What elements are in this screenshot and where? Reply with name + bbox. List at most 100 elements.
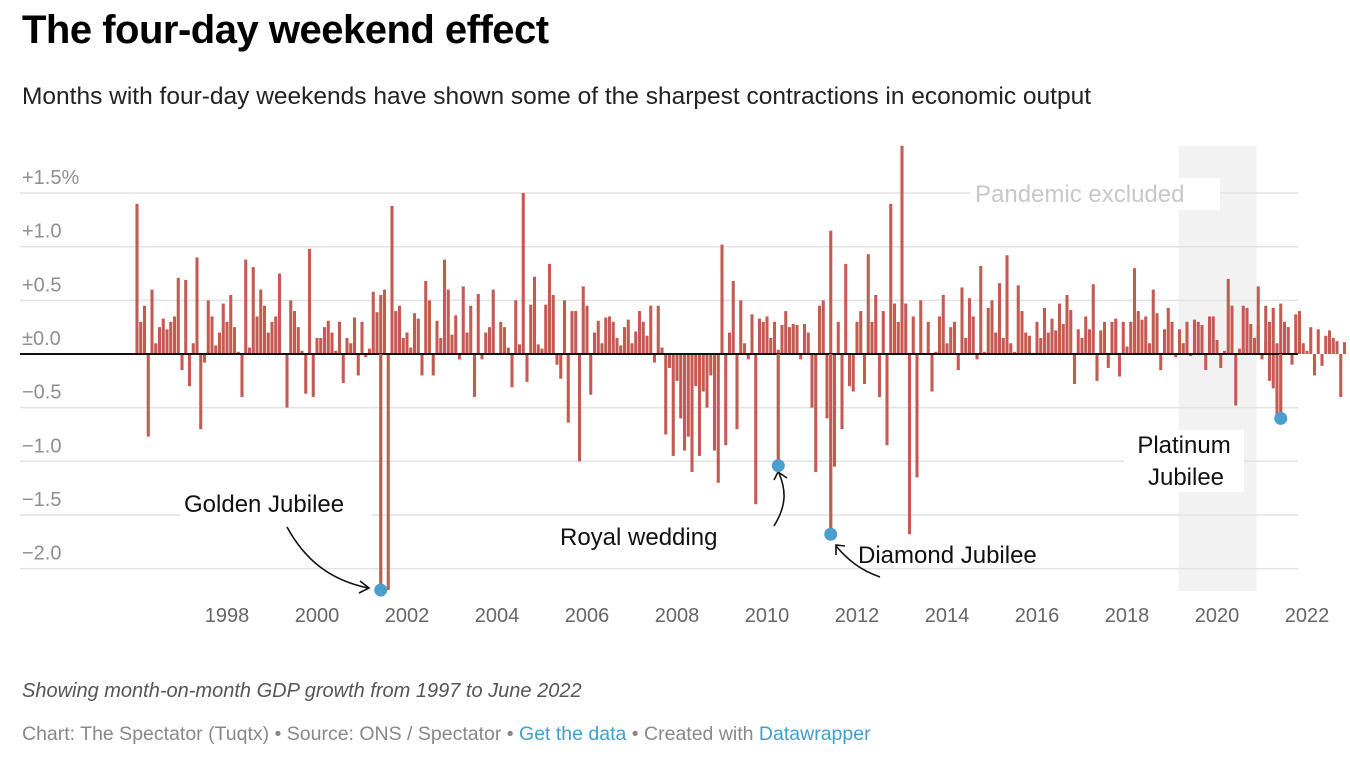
bar: [1312, 354, 1317, 376]
bar: [900, 145, 904, 354]
annotation-platinum-jubilee-line2: Jubilee: [1148, 464, 1224, 491]
chart-byline: Chart: The Spectator (Tuqtx) • Source: O…: [22, 723, 871, 746]
bar: [802, 323, 807, 354]
bar: [142, 305, 147, 354]
y-tick-label: +1.0: [22, 221, 61, 243]
bar: [555, 354, 559, 365]
bar: [607, 316, 612, 354]
bar: [165, 329, 169, 354]
datawrapper-link[interactable]: Datawrapper: [758, 723, 871, 745]
bar: [315, 337, 319, 354]
bar: [750, 314, 754, 354]
bar: [859, 311, 863, 354]
bar: [405, 332, 409, 354]
bar: [409, 347, 413, 354]
highlight-dot: [771, 459, 785, 473]
bar: [731, 281, 735, 354]
bar: [1237, 348, 1242, 354]
bar: [1162, 329, 1167, 354]
bar: [712, 354, 717, 451]
bar: [1091, 284, 1095, 354]
bar: [701, 354, 705, 392]
bar: [847, 354, 852, 387]
bar: [191, 343, 195, 354]
bar: [1267, 321, 1272, 354]
bar: [304, 354, 308, 394]
bar: [780, 325, 784, 354]
bar: [1087, 329, 1092, 354]
bar: [1275, 343, 1279, 354]
bar: [825, 354, 829, 419]
bar: [945, 343, 949, 354]
bar: [514, 300, 518, 354]
highlight-bar: [1279, 354, 1283, 419]
bar: [232, 327, 237, 354]
platinum-jubilee-label-bg: [1124, 430, 1244, 492]
x-tick-label: 2016: [1015, 605, 1060, 627]
bar: [1271, 307, 1275, 354]
bar: [1155, 313, 1159, 354]
bar: [146, 354, 150, 437]
bar: [761, 321, 765, 354]
bar: [465, 332, 469, 354]
bar: [997, 283, 1002, 354]
x-tick-label: 2006: [565, 605, 610, 627]
bar: [1061, 323, 1065, 354]
bar: [870, 321, 874, 354]
bar: [975, 354, 979, 360]
bar: [600, 343, 604, 354]
annotation-diamond-jubilee: Diamond Jubilee: [858, 542, 1037, 569]
bar: [679, 354, 683, 419]
bar: [1076, 329, 1080, 354]
bar: [1245, 307, 1249, 354]
bar: [1249, 323, 1253, 354]
bar: [1057, 303, 1062, 354]
bar: [157, 327, 162, 354]
bar: [1279, 303, 1283, 354]
bar: [427, 300, 432, 354]
bar: [1151, 289, 1155, 354]
bar: [964, 337, 968, 354]
pandemic-excluded-label: Pandemic excluded: [975, 181, 1184, 208]
bar: [986, 307, 990, 354]
bar: [1309, 327, 1313, 354]
bar: [266, 332, 270, 354]
y-tick-label: +1.5%: [22, 167, 79, 189]
bar: [562, 300, 567, 354]
bar: [510, 354, 514, 388]
bar: [604, 317, 608, 354]
bar: [559, 354, 563, 379]
bar: [757, 318, 762, 354]
diamond-jubilee-arrow: [835, 545, 881, 578]
get-the-data-link[interactable]: Get the data: [519, 723, 627, 745]
golden-jubilee-label-bg: [180, 490, 372, 520]
x-tick-label: 2022: [1285, 605, 1330, 627]
bar: [776, 349, 780, 354]
bar: [1012, 351, 1017, 354]
annotation-platinum-jubilee-line1: Platinum: [1137, 432, 1230, 459]
bar: [229, 294, 233, 354]
bar: [1005, 255, 1009, 354]
bar: [746, 354, 750, 360]
royal-wedding-arrow: [773, 472, 785, 527]
bar: [285, 354, 289, 408]
bar: [1301, 343, 1305, 354]
bar: [634, 331, 638, 354]
bar: [289, 300, 293, 354]
bar: [1256, 286, 1260, 354]
bar: [690, 354, 694, 473]
bar: [1144, 316, 1148, 354]
bar: [709, 354, 713, 376]
bar: [352, 317, 357, 354]
bar: [1339, 354, 1343, 397]
bar: [1264, 341, 1268, 354]
bar: [319, 337, 323, 354]
x-tick-label: 2018: [1105, 605, 1150, 627]
highlight-dot: [1274, 411, 1288, 425]
chart-subtitle: Months with four-day weekends have shown…: [22, 83, 1092, 110]
bar: [154, 343, 158, 354]
bar: [184, 279, 188, 354]
bar: [386, 354, 390, 591]
bar: [1177, 329, 1182, 354]
bar: [307, 248, 312, 354]
